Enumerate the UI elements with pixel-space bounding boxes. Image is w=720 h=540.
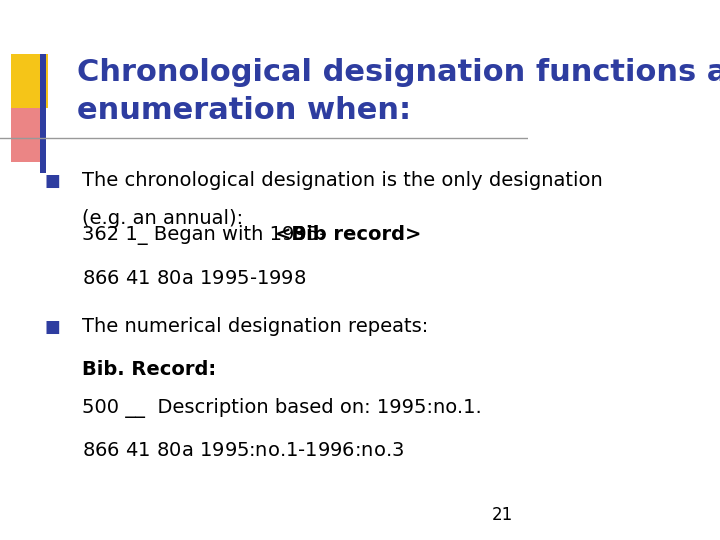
- FancyBboxPatch shape: [11, 54, 48, 108]
- Text: <Bib record>: <Bib record>: [275, 225, 421, 245]
- Text: 866 41 $8 0 $a 1995:no.1-1996:no.3: 866 41 $8 0 $a 1995:no.1-1996:no.3: [82, 441, 404, 461]
- Text: 21: 21: [491, 506, 513, 524]
- Text: 866 41 $8 0 $a 1995-1998: 866 41 $8 0 $a 1995-1998: [82, 268, 306, 288]
- Text: (e.g. an annual):: (e.g. an annual):: [82, 209, 243, 228]
- Text: Chronological designation functions as: Chronological designation functions as: [76, 58, 720, 87]
- Text: Bib. Record:: Bib. Record:: [82, 360, 216, 380]
- Text: ■: ■: [45, 318, 60, 336]
- Text: 362 1_ Began with 1995-: 362 1_ Began with 1995-: [82, 225, 345, 245]
- FancyBboxPatch shape: [11, 108, 40, 162]
- Text: enumeration when:: enumeration when:: [76, 96, 410, 125]
- Text: The chronological designation is the only designation: The chronological designation is the onl…: [82, 171, 603, 191]
- Text: 500 __  Description based on: 1995:no.1.: 500 __ Description based on: 1995:no.1.: [82, 397, 482, 418]
- Text: The numerical designation repeats:: The numerical designation repeats:: [82, 317, 428, 336]
- FancyBboxPatch shape: [40, 54, 46, 173]
- Text: ■: ■: [45, 172, 60, 190]
